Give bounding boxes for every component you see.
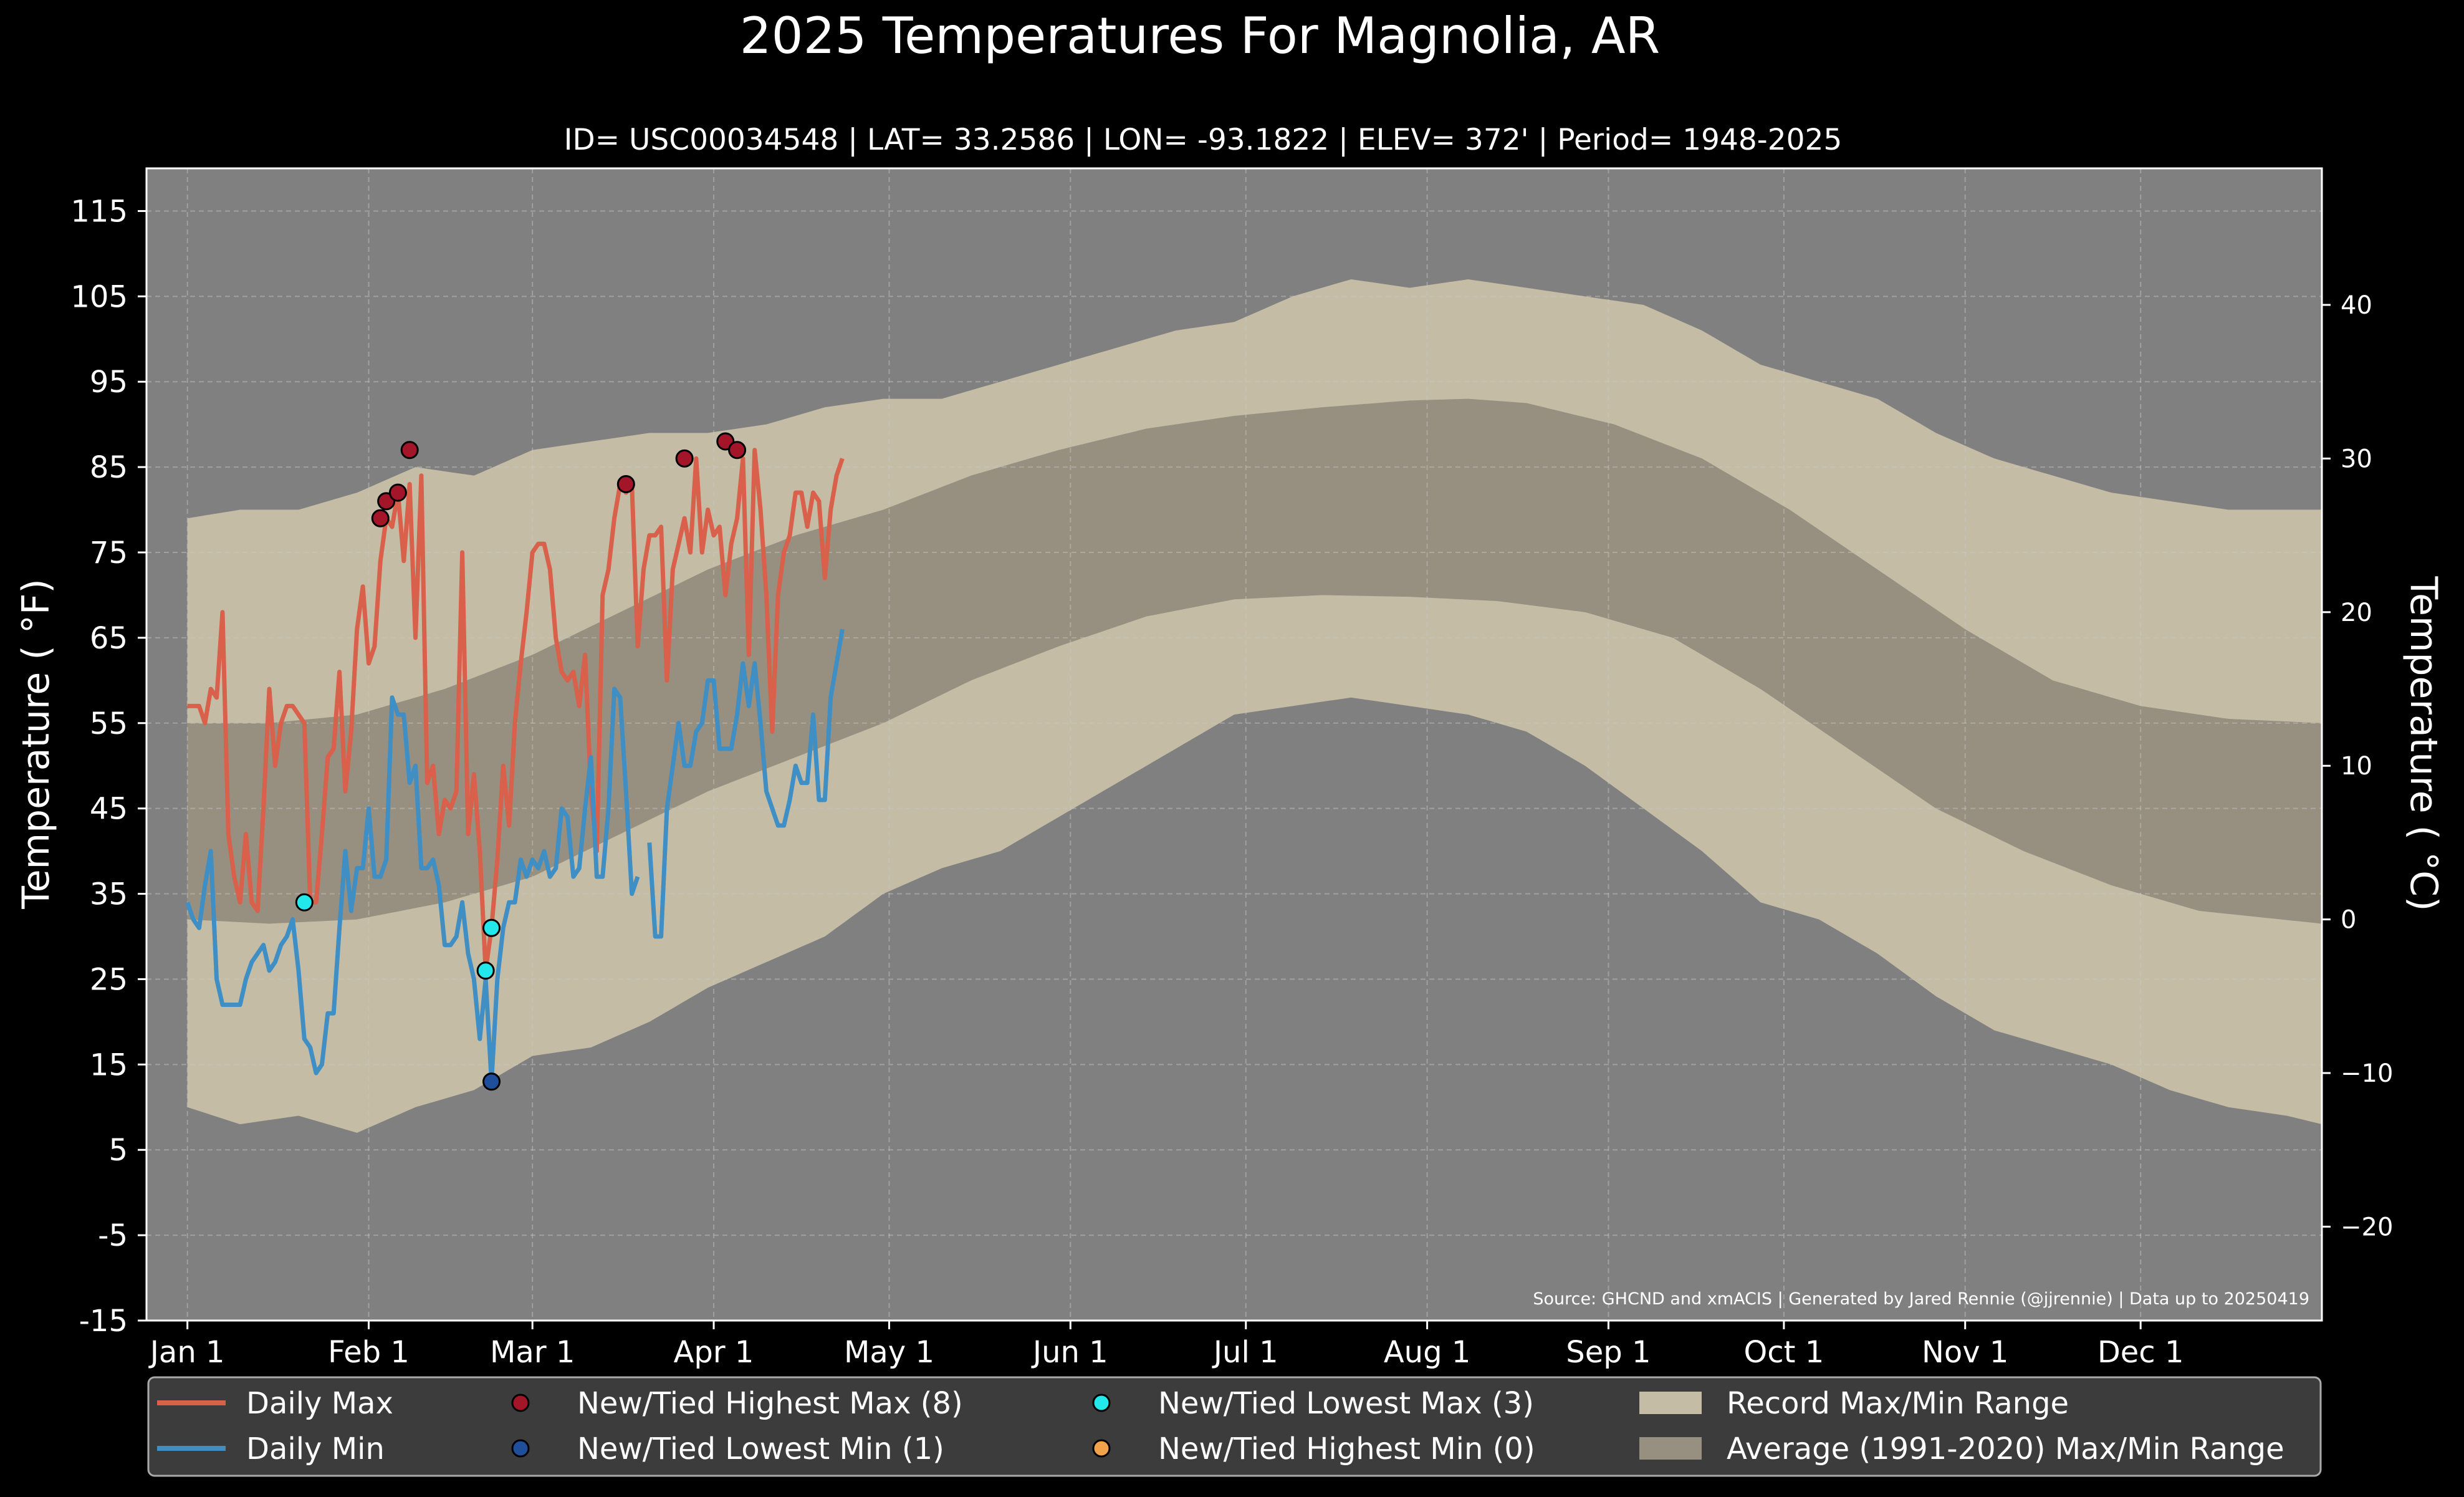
y-tick-label-right: 20 — [2341, 599, 2372, 627]
legend-label: Daily Max — [246, 1386, 393, 1421]
x-tick-label: Feb 1 — [328, 1335, 410, 1370]
y-tick-label: 85 — [90, 450, 128, 485]
legend-label: New/Tied Lowest Min (1) — [577, 1432, 944, 1466]
x-tick-label: Dec 1 — [2097, 1335, 2184, 1370]
record-low-min-point — [482, 1072, 501, 1091]
y-axis-label-left: Temperature ( °F) — [14, 579, 58, 910]
y-tick-label: 5 — [108, 1133, 128, 1168]
y-tick-label: 75 — [90, 536, 128, 570]
plot-frame — [145, 167, 2323, 1322]
daily-max-line — [187, 448, 845, 973]
x-tick-label: Sep 1 — [1566, 1335, 1651, 1370]
x-tick-label: May 1 — [844, 1335, 934, 1370]
legend-patch-icon — [1639, 1392, 1702, 1414]
legend-dot-icon — [1092, 1394, 1111, 1412]
x-tick-label: Aug 1 — [1384, 1335, 1471, 1370]
y-tick-label: -15 — [79, 1304, 128, 1339]
y-tick-label: 95 — [90, 365, 128, 400]
record-high-max-point — [675, 449, 694, 468]
record-low-max-point — [295, 893, 314, 912]
chart-subtitle: ID= USC00034548 | LAT= 33.2586 | LON= -9… — [564, 123, 1843, 157]
record-high-max-point — [616, 474, 635, 493]
legend-label: New/Tied Highest Min (0) — [1158, 1432, 1535, 1466]
legend-dot-icon — [511, 1394, 530, 1412]
average-range-band — [187, 398, 2322, 924]
record-high-max-point — [388, 483, 407, 502]
x-tick-label: Nov 1 — [1922, 1335, 2008, 1370]
record-high-max-point — [371, 509, 390, 527]
x-tick-label: Mar 1 — [490, 1335, 575, 1370]
record-low-max-point — [476, 961, 495, 980]
y-tick-label: 35 — [90, 877, 128, 912]
y-tick-label: 105 — [70, 279, 128, 314]
x-tick-label: Apr 1 — [674, 1335, 754, 1370]
y-tick-label: 55 — [90, 706, 128, 741]
y-tick-label: -5 — [98, 1218, 128, 1253]
y-tick-label: 115 — [70, 194, 128, 229]
legend-dot-icon — [511, 1439, 530, 1458]
legend-box — [147, 1376, 2322, 1477]
y-tick-label-right: 0 — [2341, 906, 2356, 935]
y-tick-label: 15 — [90, 1047, 128, 1082]
y-tick-label-right: 40 — [2341, 291, 2372, 320]
legend-label: New/Tied Highest Max (8) — [577, 1386, 963, 1421]
legend-dot-icon — [1092, 1439, 1111, 1458]
y-tick-label-right: −10 — [2341, 1059, 2393, 1088]
y-tick-label-right: 10 — [2341, 752, 2372, 781]
legend-label: Average (1991-2020) Max/Min Range — [1727, 1432, 2284, 1466]
source-note: Source: GHCND and xmACIS | Generated by … — [1533, 1289, 2309, 1309]
x-tick-label: Oct 1 — [1743, 1335, 1824, 1370]
x-tick-label: Jan 1 — [148, 1335, 225, 1370]
legend-label: Record Max/Min Range — [1727, 1386, 2069, 1421]
chart-title: 2025 Temperatures For Magnolia, AR — [740, 7, 1660, 65]
x-tick-label: Jun 1 — [1031, 1335, 1108, 1370]
legend-label: Daily Min — [246, 1432, 385, 1466]
record-high-max-point — [728, 441, 747, 460]
legend-patch-icon — [1639, 1437, 1702, 1460]
y-tick-label-right: −20 — [2341, 1213, 2393, 1241]
plot-area: 115 105 95 85 75 65 55 45 35 25 15 5 -5 -15 Jan 1 Feb 1… — [70, 167, 2393, 1370]
daily-min-line — [185, 628, 845, 1084]
y-tick-label-right: 30 — [2341, 445, 2372, 473]
legend: Daily Max Daily Min New/Tied Highest Max (… — [147, 1376, 2322, 1477]
x-tick-label: Jul 1 — [1212, 1335, 1278, 1370]
y-tick-label: 65 — [90, 621, 128, 656]
y-axis-label-right: Temperature ( °C) — [2402, 576, 2445, 912]
record-range-band — [187, 279, 2322, 1133]
record-high-max-point — [400, 441, 419, 460]
y-tick-label: 25 — [90, 962, 128, 997]
record-low-max-point — [482, 918, 501, 937]
y-tick-label: 45 — [90, 792, 128, 827]
legend-label: New/Tied Lowest Max (3) — [1158, 1386, 1534, 1421]
